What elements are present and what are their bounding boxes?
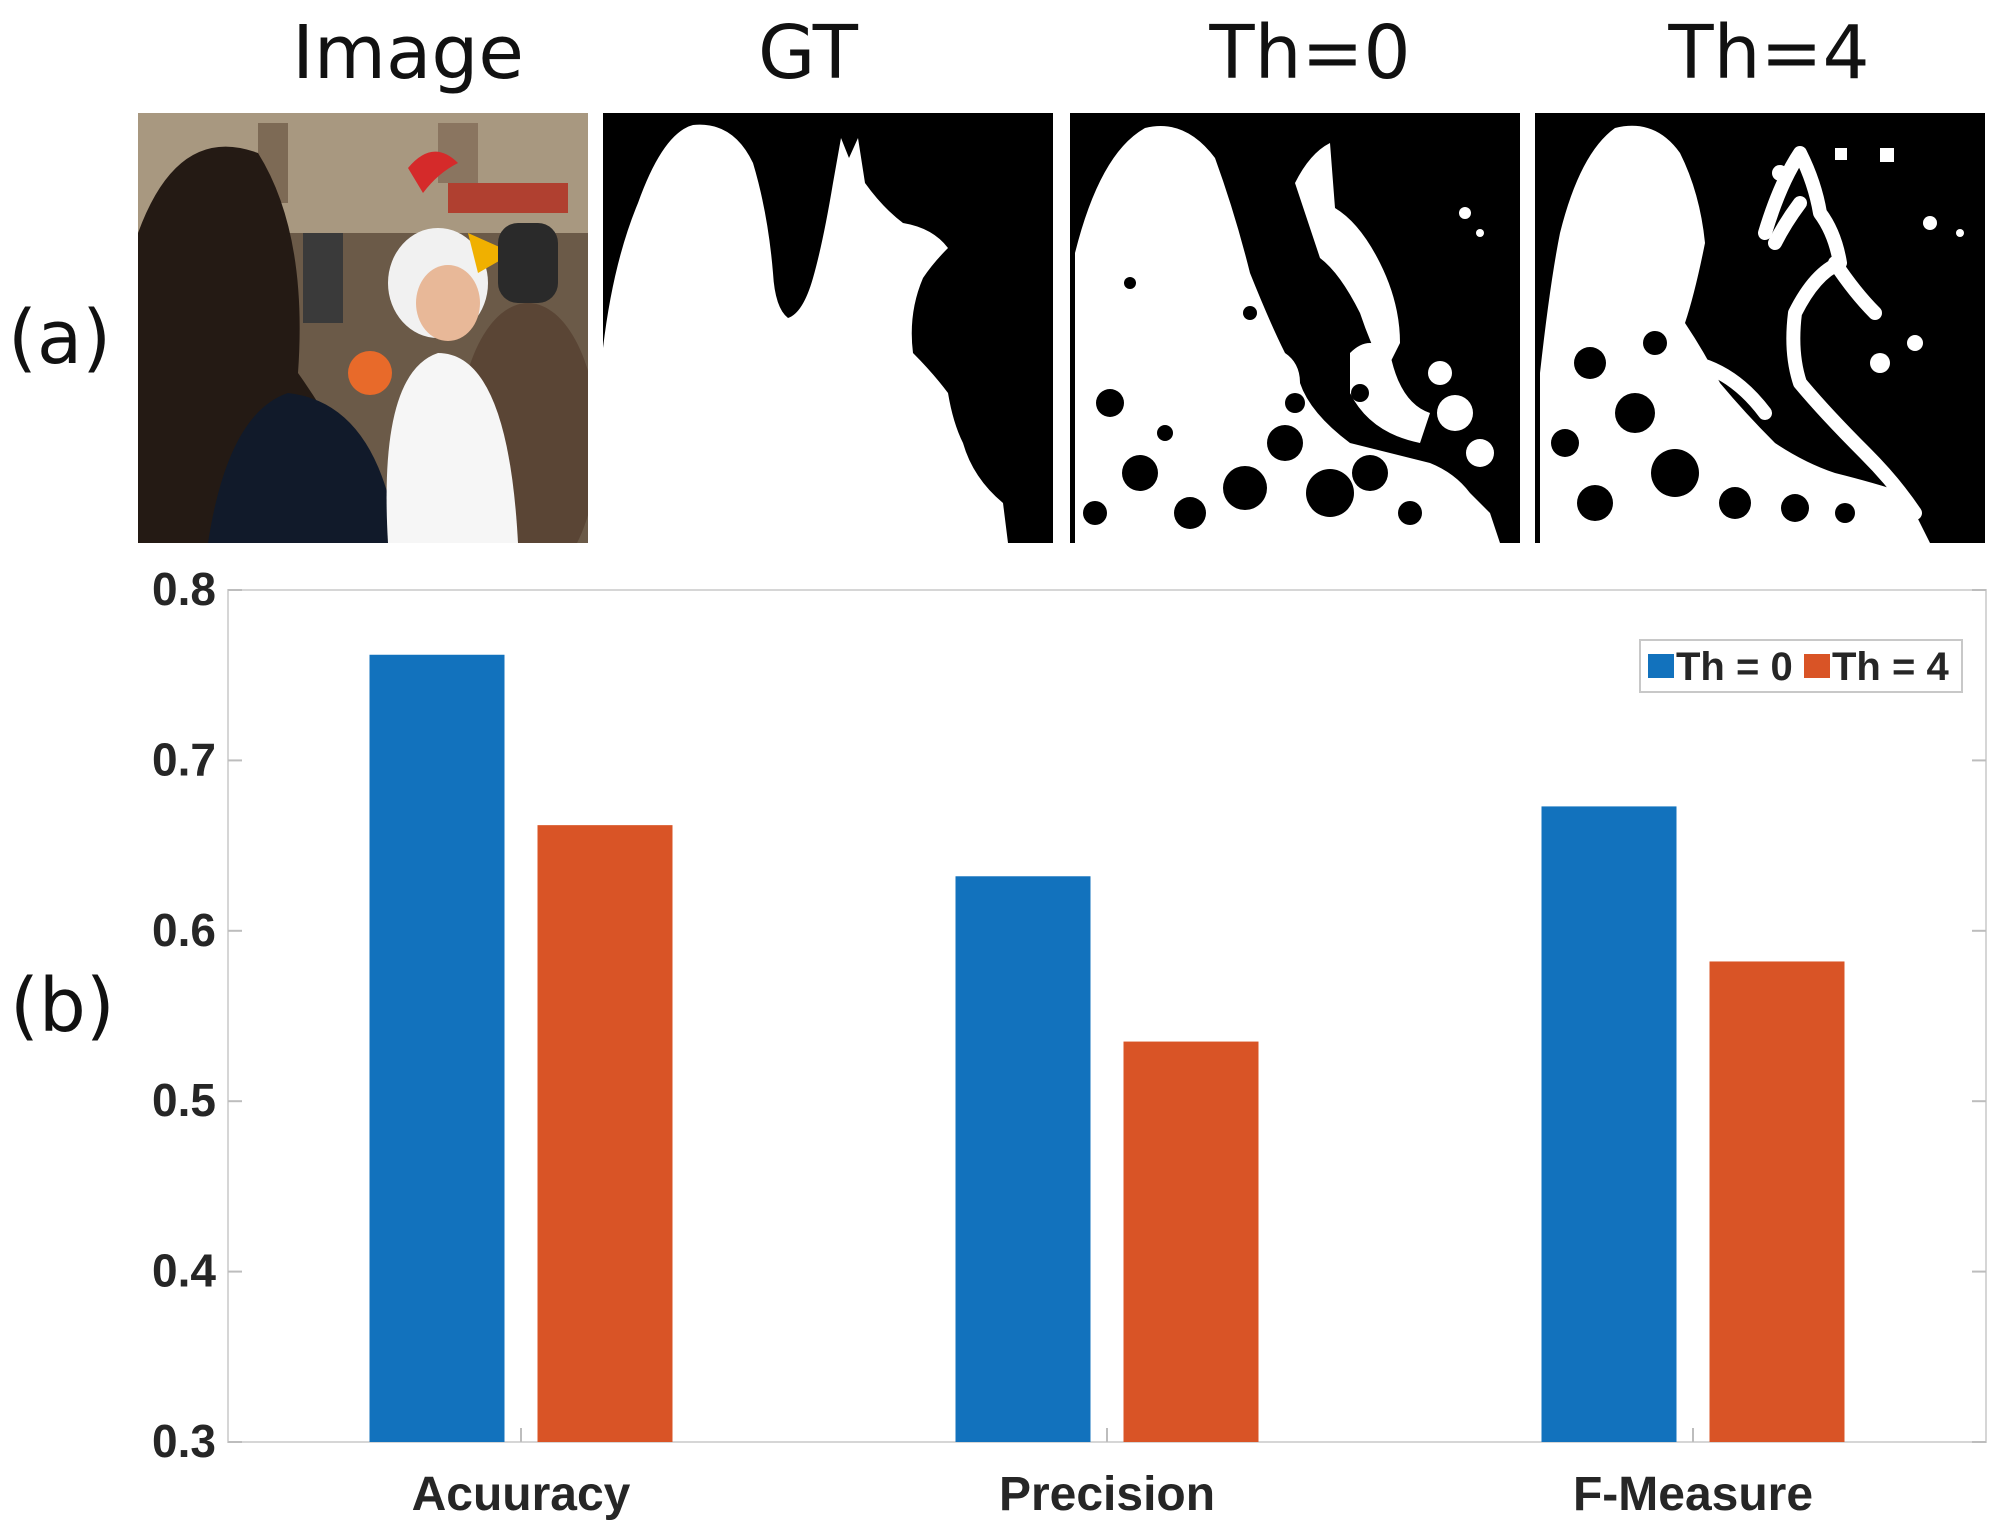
legend: Th = 0 Th = 4 [1639, 639, 1963, 693]
bar-f-measure-series-0 [1541, 806, 1677, 1442]
photo-thumbnail [138, 113, 588, 543]
bar-precision-series-0 [955, 876, 1091, 1442]
bar-acuuracy-series-1 [537, 825, 673, 1442]
y-axis: 0.3 0.4 0.5 0.6 0.7 0.8 [152, 563, 1986, 1467]
image-title-th4: Th=4 [1668, 10, 1870, 96]
y-tick-label: 0.4 [152, 1245, 216, 1297]
x-tick-label: F-Measure [1573, 1468, 1813, 1521]
y-tick-label: 0.3 [152, 1415, 216, 1467]
ground-truth-mask [603, 113, 1053, 543]
legend-label: Th = 4 [1832, 645, 1949, 689]
panel-b-label: (b) [10, 963, 115, 1049]
x-tick-label: Acuuracy [412, 1468, 631, 1521]
x-tick-label: Precision [999, 1468, 1215, 1521]
bar-chart: 0.3 0.4 0.5 0.6 0.7 0.8 Acuuracy Precision F-Me… [152, 563, 1987, 1521]
image-title-gt: GT [758, 10, 858, 96]
y-tick-label: 0.7 [152, 733, 216, 785]
legend-box [1639, 639, 1963, 693]
panel-a-label: (a) [8, 295, 112, 381]
legend-label: Th = 0 [1676, 645, 1793, 689]
image-title-original: Image [292, 10, 524, 96]
y-tick-label: 0.5 [152, 1074, 216, 1126]
threshold-4-result [1535, 113, 1985, 543]
y-tick-label: 0.8 [152, 563, 216, 615]
image-title-th0: Th=0 [1209, 10, 1411, 96]
y-tick-label: 0.6 [152, 904, 216, 956]
bar-acuuracy-series-0 [369, 654, 505, 1442]
x-axis: Acuuracy Precision F-Measure [412, 1428, 1813, 1521]
threshold-0-result [1070, 113, 1520, 543]
legend-swatch [1648, 654, 1674, 678]
bar-precision-series-1 [1123, 1041, 1259, 1442]
bars-group [369, 654, 1845, 1442]
bar-f-measure-series-1 [1709, 961, 1845, 1442]
legend-swatch [1804, 654, 1830, 678]
